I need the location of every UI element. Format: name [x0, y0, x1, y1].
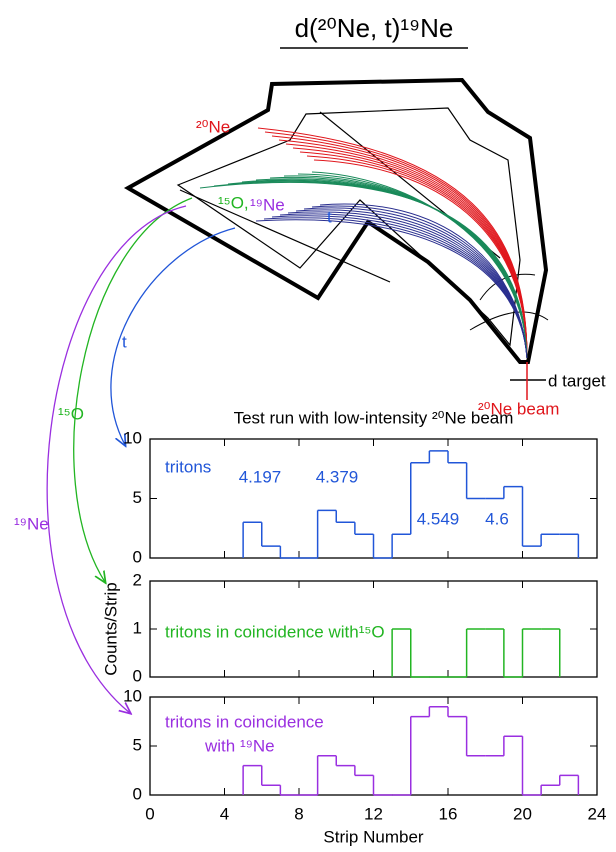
y-tick-label: 10 — [123, 428, 142, 447]
annotation: 4.379 — [316, 467, 359, 486]
y-tick-label: 0 — [133, 666, 142, 685]
o15-arrow — [74, 198, 192, 582]
annotation: 4.549 — [417, 509, 460, 528]
x-tick-label: 16 — [439, 804, 458, 823]
figure: d(²⁰Ne, t)¹⁹Ne²⁰Ne¹⁵O,¹⁹Nett¹⁵O¹⁹Ned tar… — [0, 0, 616, 852]
annotation: with ¹⁹Ne — [204, 736, 275, 755]
y-axis-label: Counts/Strip — [101, 582, 120, 676]
chart-title: Test run with low-intensity ²⁰Ne beam — [234, 408, 514, 427]
diagram-label: ¹⁵O — [58, 404, 84, 423]
annotation: tritons in coincidence with¹⁵O — [165, 622, 385, 641]
diagram-title: d(²⁰Ne, t)¹⁹Ne — [295, 13, 454, 43]
triton-arrow — [111, 228, 235, 445]
trajectory — [256, 179, 527, 358]
diagram-label: t — [122, 332, 127, 351]
trajectories — [200, 128, 527, 358]
diagram-label: ¹⁹Ne — [14, 514, 49, 533]
x-tick-label: 4 — [220, 804, 229, 823]
y-tick-label: 10 — [123, 686, 142, 705]
annotation: tritons in coincidence — [165, 712, 324, 731]
diagram-label: ¹⁵O, — [218, 193, 249, 212]
annotation: 4.6 — [485, 509, 509, 528]
y-tick-label: 2 — [133, 570, 142, 589]
spectrometer-diagram — [47, 48, 548, 713]
y-tick-label: 5 — [133, 735, 142, 754]
diagram-label: d target — [548, 371, 606, 390]
diagram-label: ¹⁹Ne — [250, 195, 285, 214]
annotation: tritons — [165, 457, 211, 476]
diagram-label: t — [327, 207, 332, 226]
x-tick-label: 8 — [294, 804, 303, 823]
diagram-label: ²⁰Ne — [196, 117, 230, 136]
y-tick-label: 1 — [133, 618, 142, 637]
x-tick-label: 24 — [588, 804, 607, 823]
annotation: 4.197 — [239, 467, 282, 486]
x-tick-label: 0 — [145, 804, 154, 823]
y-tick-label: 0 — [133, 784, 142, 803]
trajectory — [272, 216, 527, 358]
y-tick-label: 0 — [133, 547, 142, 566]
x-axis-label: Strip Number — [323, 827, 423, 846]
x-tick-label: 20 — [513, 804, 532, 823]
y-tick-label: 5 — [133, 488, 142, 507]
x-tick-label: 12 — [364, 804, 383, 823]
